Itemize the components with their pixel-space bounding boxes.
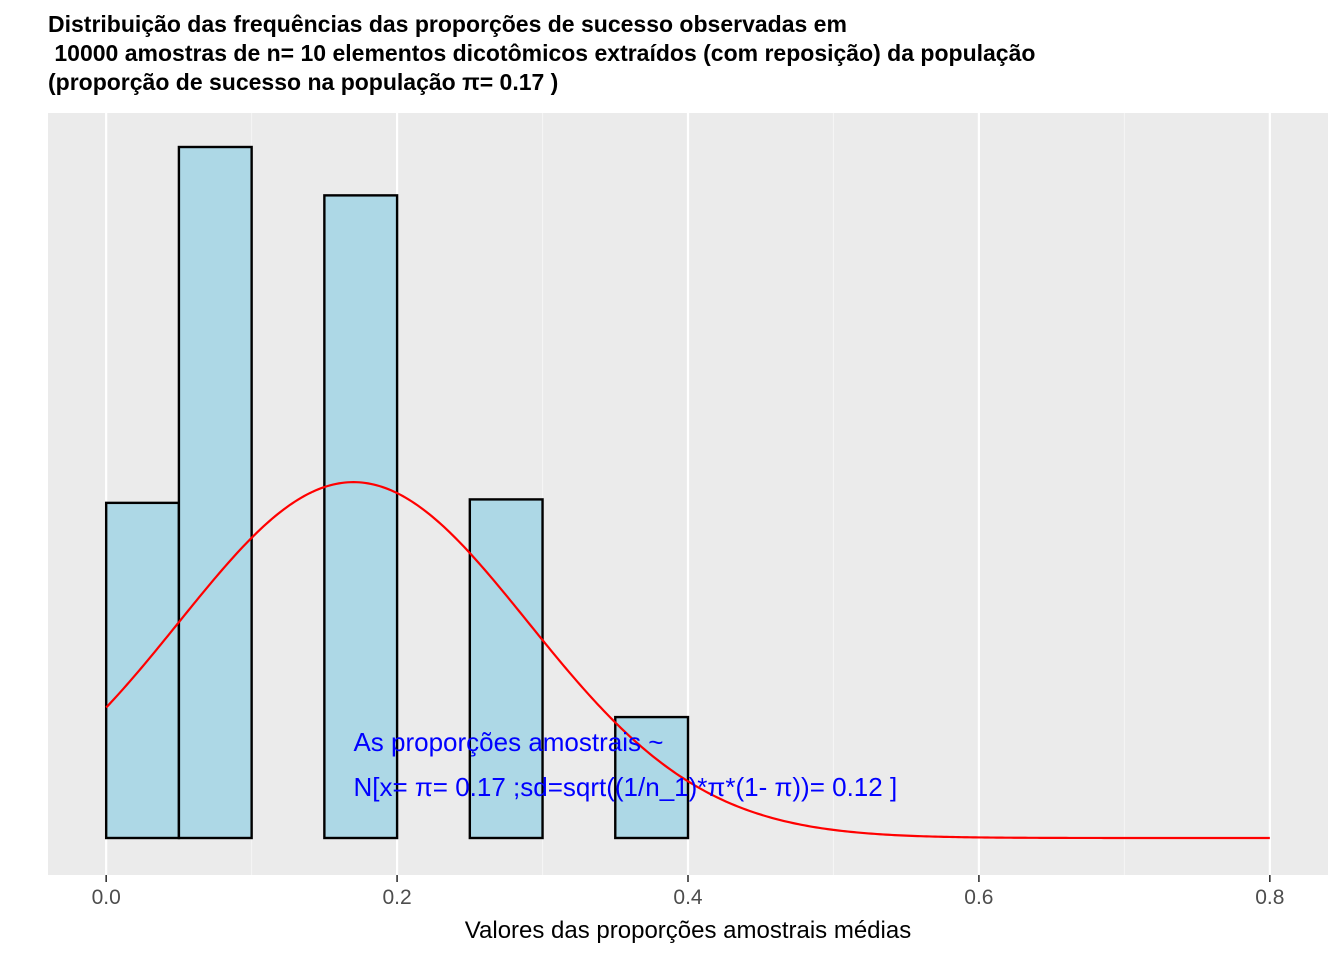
chart-title-line-3: (proporção de sucesso na população π= 0.… (48, 69, 559, 95)
x-tick-label: 0.2 (382, 886, 411, 909)
chart-title: Distribuição das frequências das proporç… (48, 10, 1328, 97)
x-tick-label: 0.0 (92, 886, 121, 909)
histogram-bars (104, 145, 690, 840)
chart-title-line-1: Distribuição das frequências das proporç… (48, 11, 847, 37)
x-tick-label: 0.6 (964, 886, 993, 909)
histogram-bar-1 (177, 145, 253, 840)
normal-curve (105, 481, 1270, 840)
chart-title-line-2: 10000 amostras de n= 10 elementos dicotô… (48, 40, 1036, 66)
annotation: As proporções amostrais ~ N[x= π= 0.17 ;… (353, 727, 897, 802)
histogram-bar-5 (468, 498, 544, 840)
histogram-bar-0 (104, 501, 181, 840)
annotation-line-2: N[x= π= 0.17 ;sd=sqrt((1/n_1)*π*(1- π))=… (353, 772, 897, 802)
x-axis-title: Valores das proporções amostrais médias (465, 917, 911, 944)
x-tick-label: 0.8 (1255, 886, 1284, 909)
x-axis-ticks: 0.0 0.2 0.4 0.6 0.8 (92, 875, 1284, 909)
x-tick-label: 0.4 (673, 886, 703, 909)
annotation-line-1: As proporções amostrais ~ (353, 727, 663, 757)
histogram-bar-3 (323, 194, 399, 840)
histogram-bar-7 (614, 715, 690, 840)
